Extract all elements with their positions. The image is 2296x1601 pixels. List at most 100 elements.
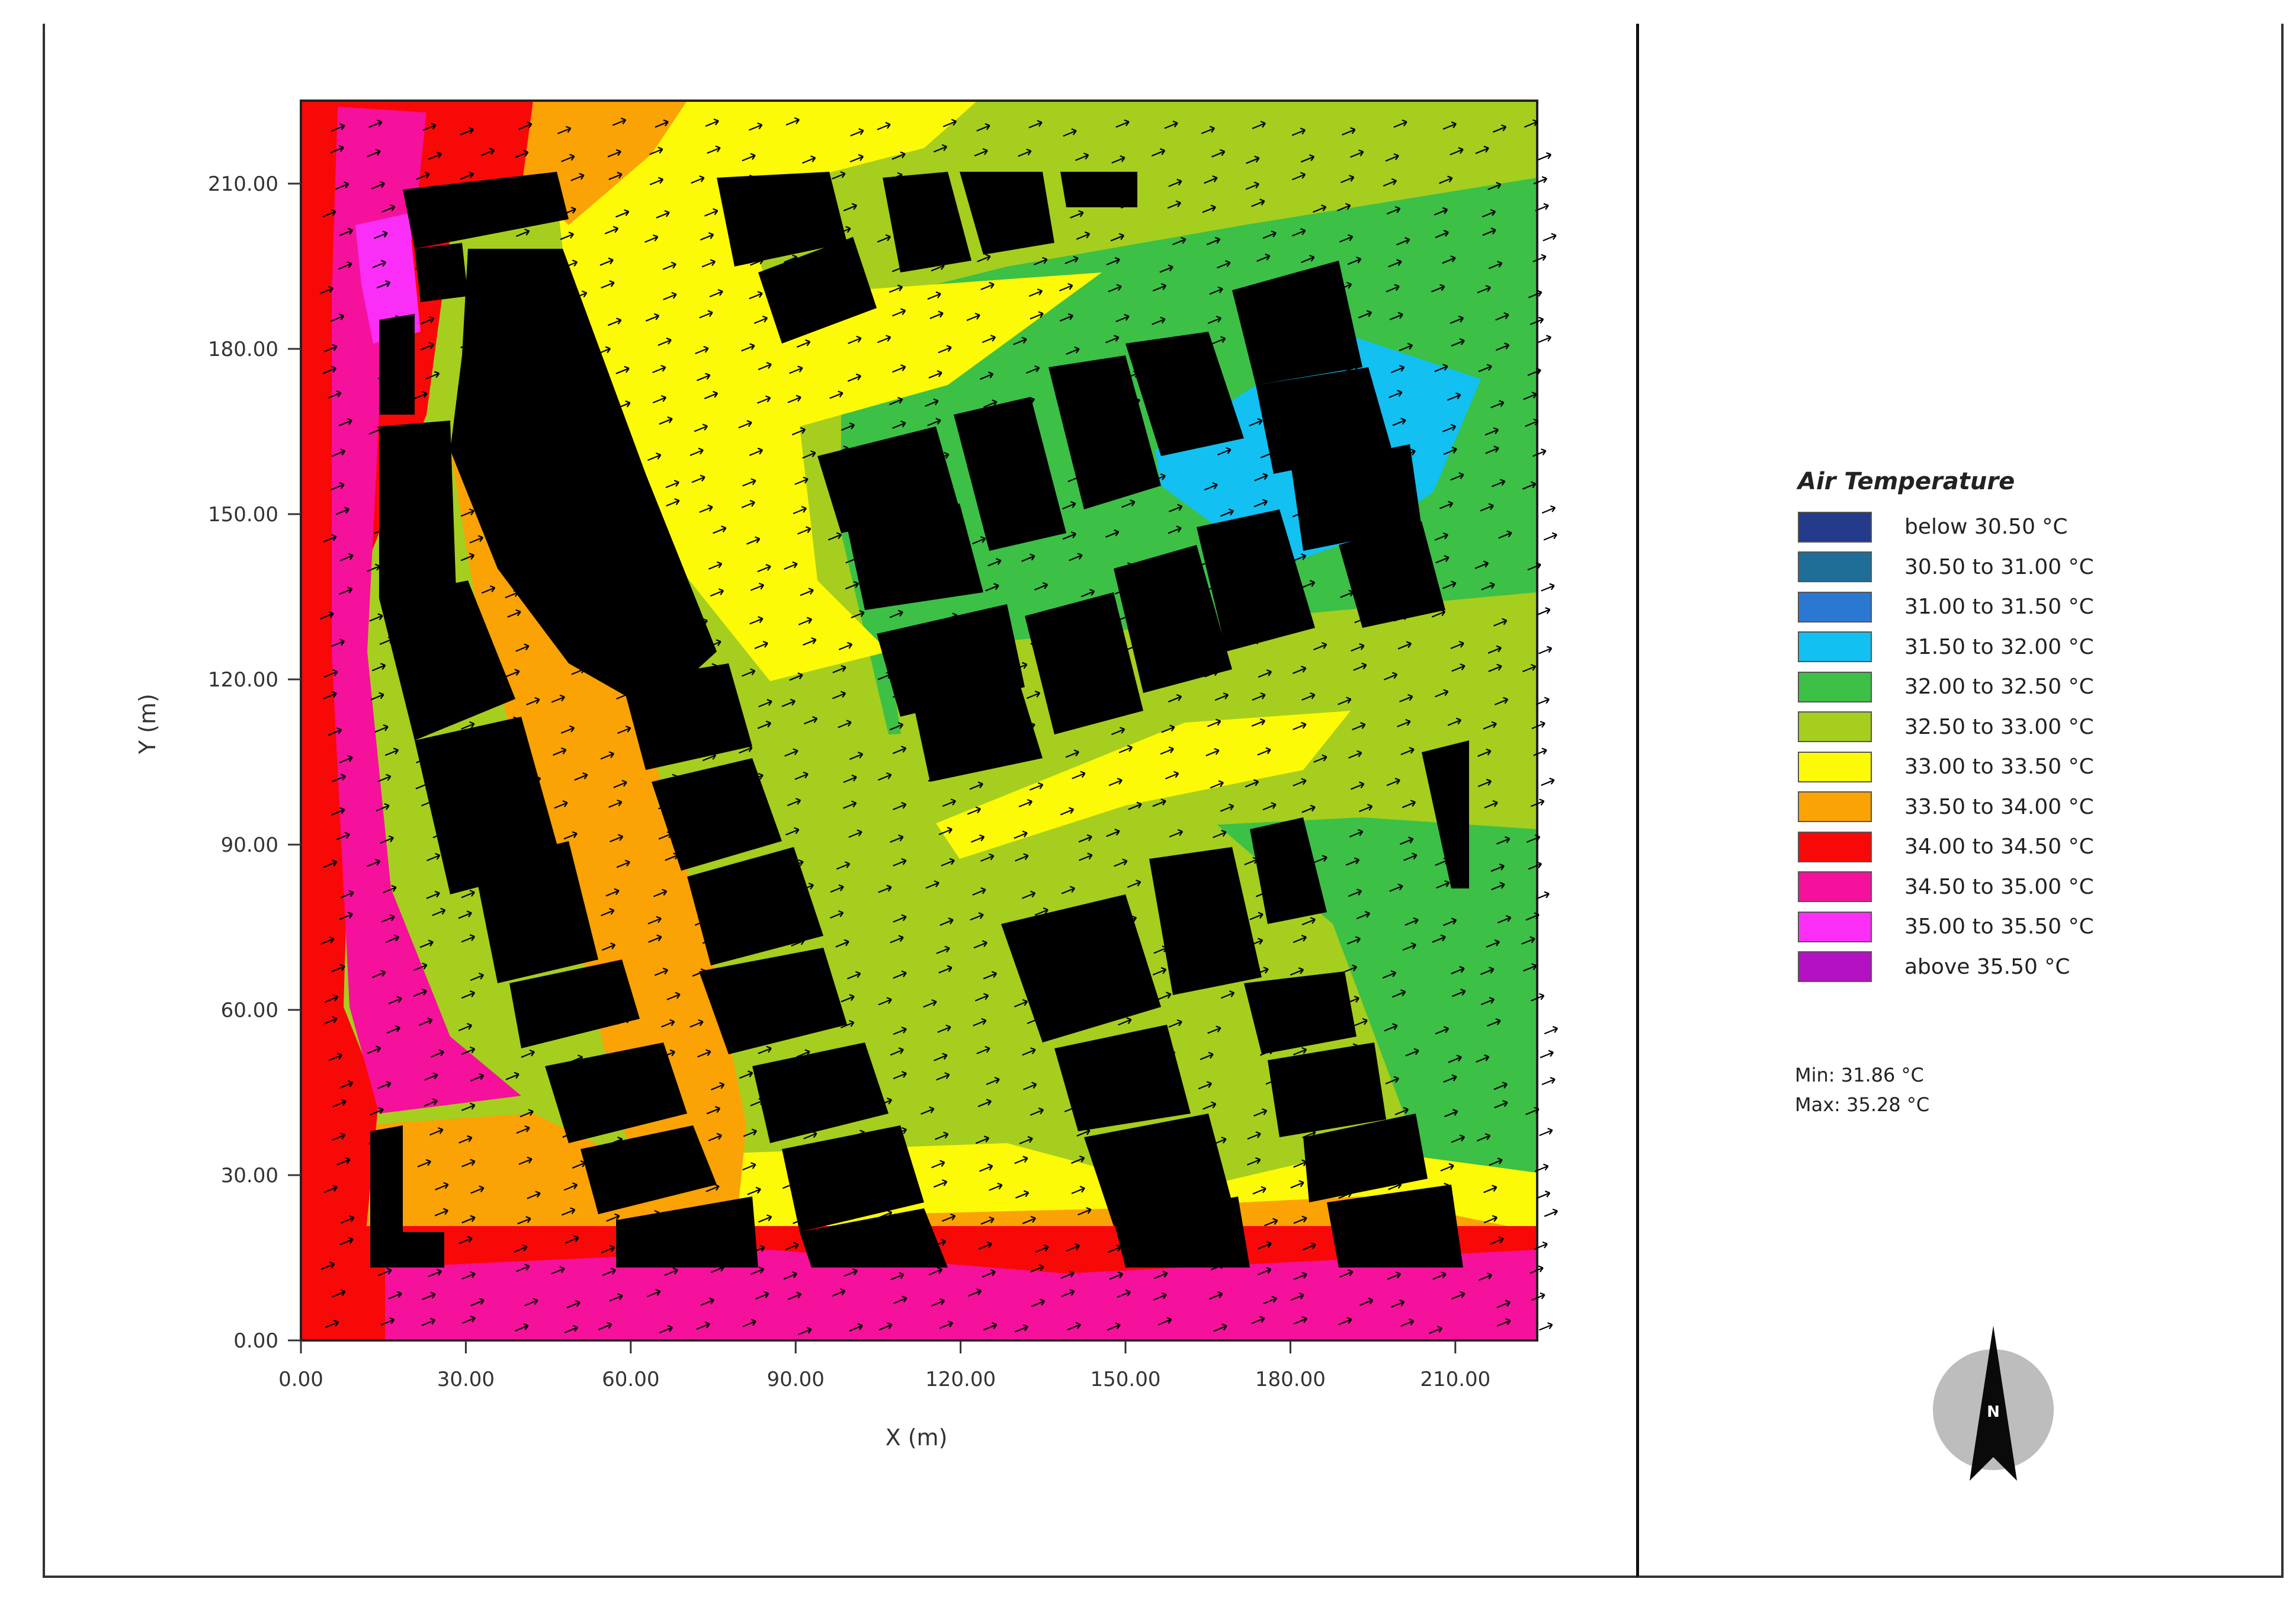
wind-arrow <box>564 1324 579 1333</box>
wind-arrow <box>980 1216 995 1225</box>
wind-arrow <box>1531 720 1545 729</box>
wind-arrow <box>598 996 612 1005</box>
wind-arrow <box>795 970 809 979</box>
wind-arrow <box>460 452 474 461</box>
wind-arrow <box>505 590 519 599</box>
wind-arrow <box>663 1237 678 1246</box>
wind-arrow <box>1213 1323 1227 1332</box>
wind-arrow <box>568 560 583 569</box>
wind-arrow <box>432 907 446 916</box>
wind-arrow <box>331 123 345 132</box>
wind-arrow <box>645 313 660 322</box>
wind-arrow <box>418 562 432 570</box>
legend-swatch <box>1798 631 1872 663</box>
wind-arrow <box>889 609 903 618</box>
wind-arrow <box>1402 800 1416 808</box>
wind-arrow <box>838 641 853 650</box>
wind-arrow <box>890 1272 905 1281</box>
wind-arrow <box>1532 448 1547 457</box>
wind-arrow <box>742 478 756 487</box>
wind-arrow <box>710 1082 725 1090</box>
wind-arrow <box>1067 1322 1082 1331</box>
wind-arrow <box>339 1080 354 1089</box>
wind-arrow <box>974 641 989 650</box>
wind-arrow <box>559 1101 573 1110</box>
wind-arrow <box>785 1241 799 1251</box>
wind-arrow <box>934 1053 948 1061</box>
wind-arrow <box>658 337 672 346</box>
wind-arrow <box>893 1071 907 1080</box>
wind-arrow <box>877 234 891 243</box>
wind-arrow <box>415 261 429 270</box>
wind-arrow <box>435 1182 449 1191</box>
wind-arrow <box>1060 807 1075 816</box>
wind-arrow <box>508 964 522 973</box>
wind-arrow <box>387 315 401 324</box>
wind-arrow <box>571 666 585 675</box>
wind-arrow <box>433 232 447 241</box>
wind-arrow <box>1205 747 1220 756</box>
wind-arrow <box>426 890 440 899</box>
wind-arrow <box>890 1047 904 1056</box>
wind-arrow <box>708 1132 722 1141</box>
wind-arrow <box>1386 1129 1401 1138</box>
wind-arrow <box>1205 1163 1219 1172</box>
wind-arrow <box>979 229 993 238</box>
wind-arrow <box>1354 615 1368 624</box>
wind-arrow <box>602 1268 616 1276</box>
wind-arrow <box>1435 555 1450 564</box>
wind-arrow <box>320 936 335 945</box>
wind-arrow <box>555 502 569 511</box>
wind-arrow <box>460 553 475 562</box>
wind-arrow <box>1293 1047 1307 1055</box>
wind-arrow <box>646 1209 660 1219</box>
wind-arrow <box>1069 553 1083 562</box>
wind-arrow <box>701 1208 716 1217</box>
wind-arrow <box>1168 862 1182 871</box>
wind-arrow <box>512 256 527 265</box>
wind-arrow <box>381 204 396 213</box>
wind-arrow <box>1218 525 1233 534</box>
wind-arrow <box>1497 1318 1511 1327</box>
wind-arrow <box>648 531 663 540</box>
wind-arrow <box>567 418 582 427</box>
wind-arrow <box>388 1291 402 1300</box>
legend-label: 30.50 to 31.00 °C <box>1904 554 2094 579</box>
y-tick-label: 90.00 <box>221 833 278 857</box>
wind-arrow <box>601 280 615 289</box>
wind-arrow <box>1124 942 1139 951</box>
wind-arrow <box>892 689 907 698</box>
wind-arrow <box>1292 509 1306 518</box>
wind-arrow <box>415 781 429 790</box>
wind-arrow <box>838 1213 852 1222</box>
north-arrow-icon: N <box>1933 1326 2054 1481</box>
wind-arrow <box>694 618 708 627</box>
legend-swatch <box>1798 871 1872 903</box>
wind-arrow <box>551 694 565 703</box>
wind-arrow <box>691 474 706 483</box>
wind-arrow <box>1343 964 1358 973</box>
wind-arrow <box>741 668 756 677</box>
wind-arrow <box>974 993 989 1002</box>
building <box>1244 971 1357 1054</box>
wind-arrow <box>597 671 611 680</box>
wind-arrow <box>377 774 392 782</box>
wind-arrow <box>1292 553 1307 562</box>
wind-arrow <box>1476 1054 1490 1063</box>
wind-arrow <box>1022 419 1036 428</box>
wind-arrow <box>372 970 386 978</box>
wind-arrow <box>1490 863 1505 872</box>
wind-arrow <box>1348 888 1362 897</box>
wind-arrow <box>849 752 864 761</box>
wind-arrow <box>1124 643 1138 652</box>
wind-arrow <box>553 747 567 756</box>
wind-arrow <box>601 1244 615 1253</box>
wind-arrow <box>1487 1018 1501 1027</box>
wind-arrow <box>800 883 814 891</box>
wind-arrow <box>554 800 568 809</box>
wind-arrow <box>1253 1108 1268 1117</box>
wind-arrow <box>975 1135 990 1144</box>
wind-arrow <box>1529 316 1544 325</box>
wind-arrow <box>1031 961 1045 970</box>
wind-arrow <box>651 749 666 758</box>
